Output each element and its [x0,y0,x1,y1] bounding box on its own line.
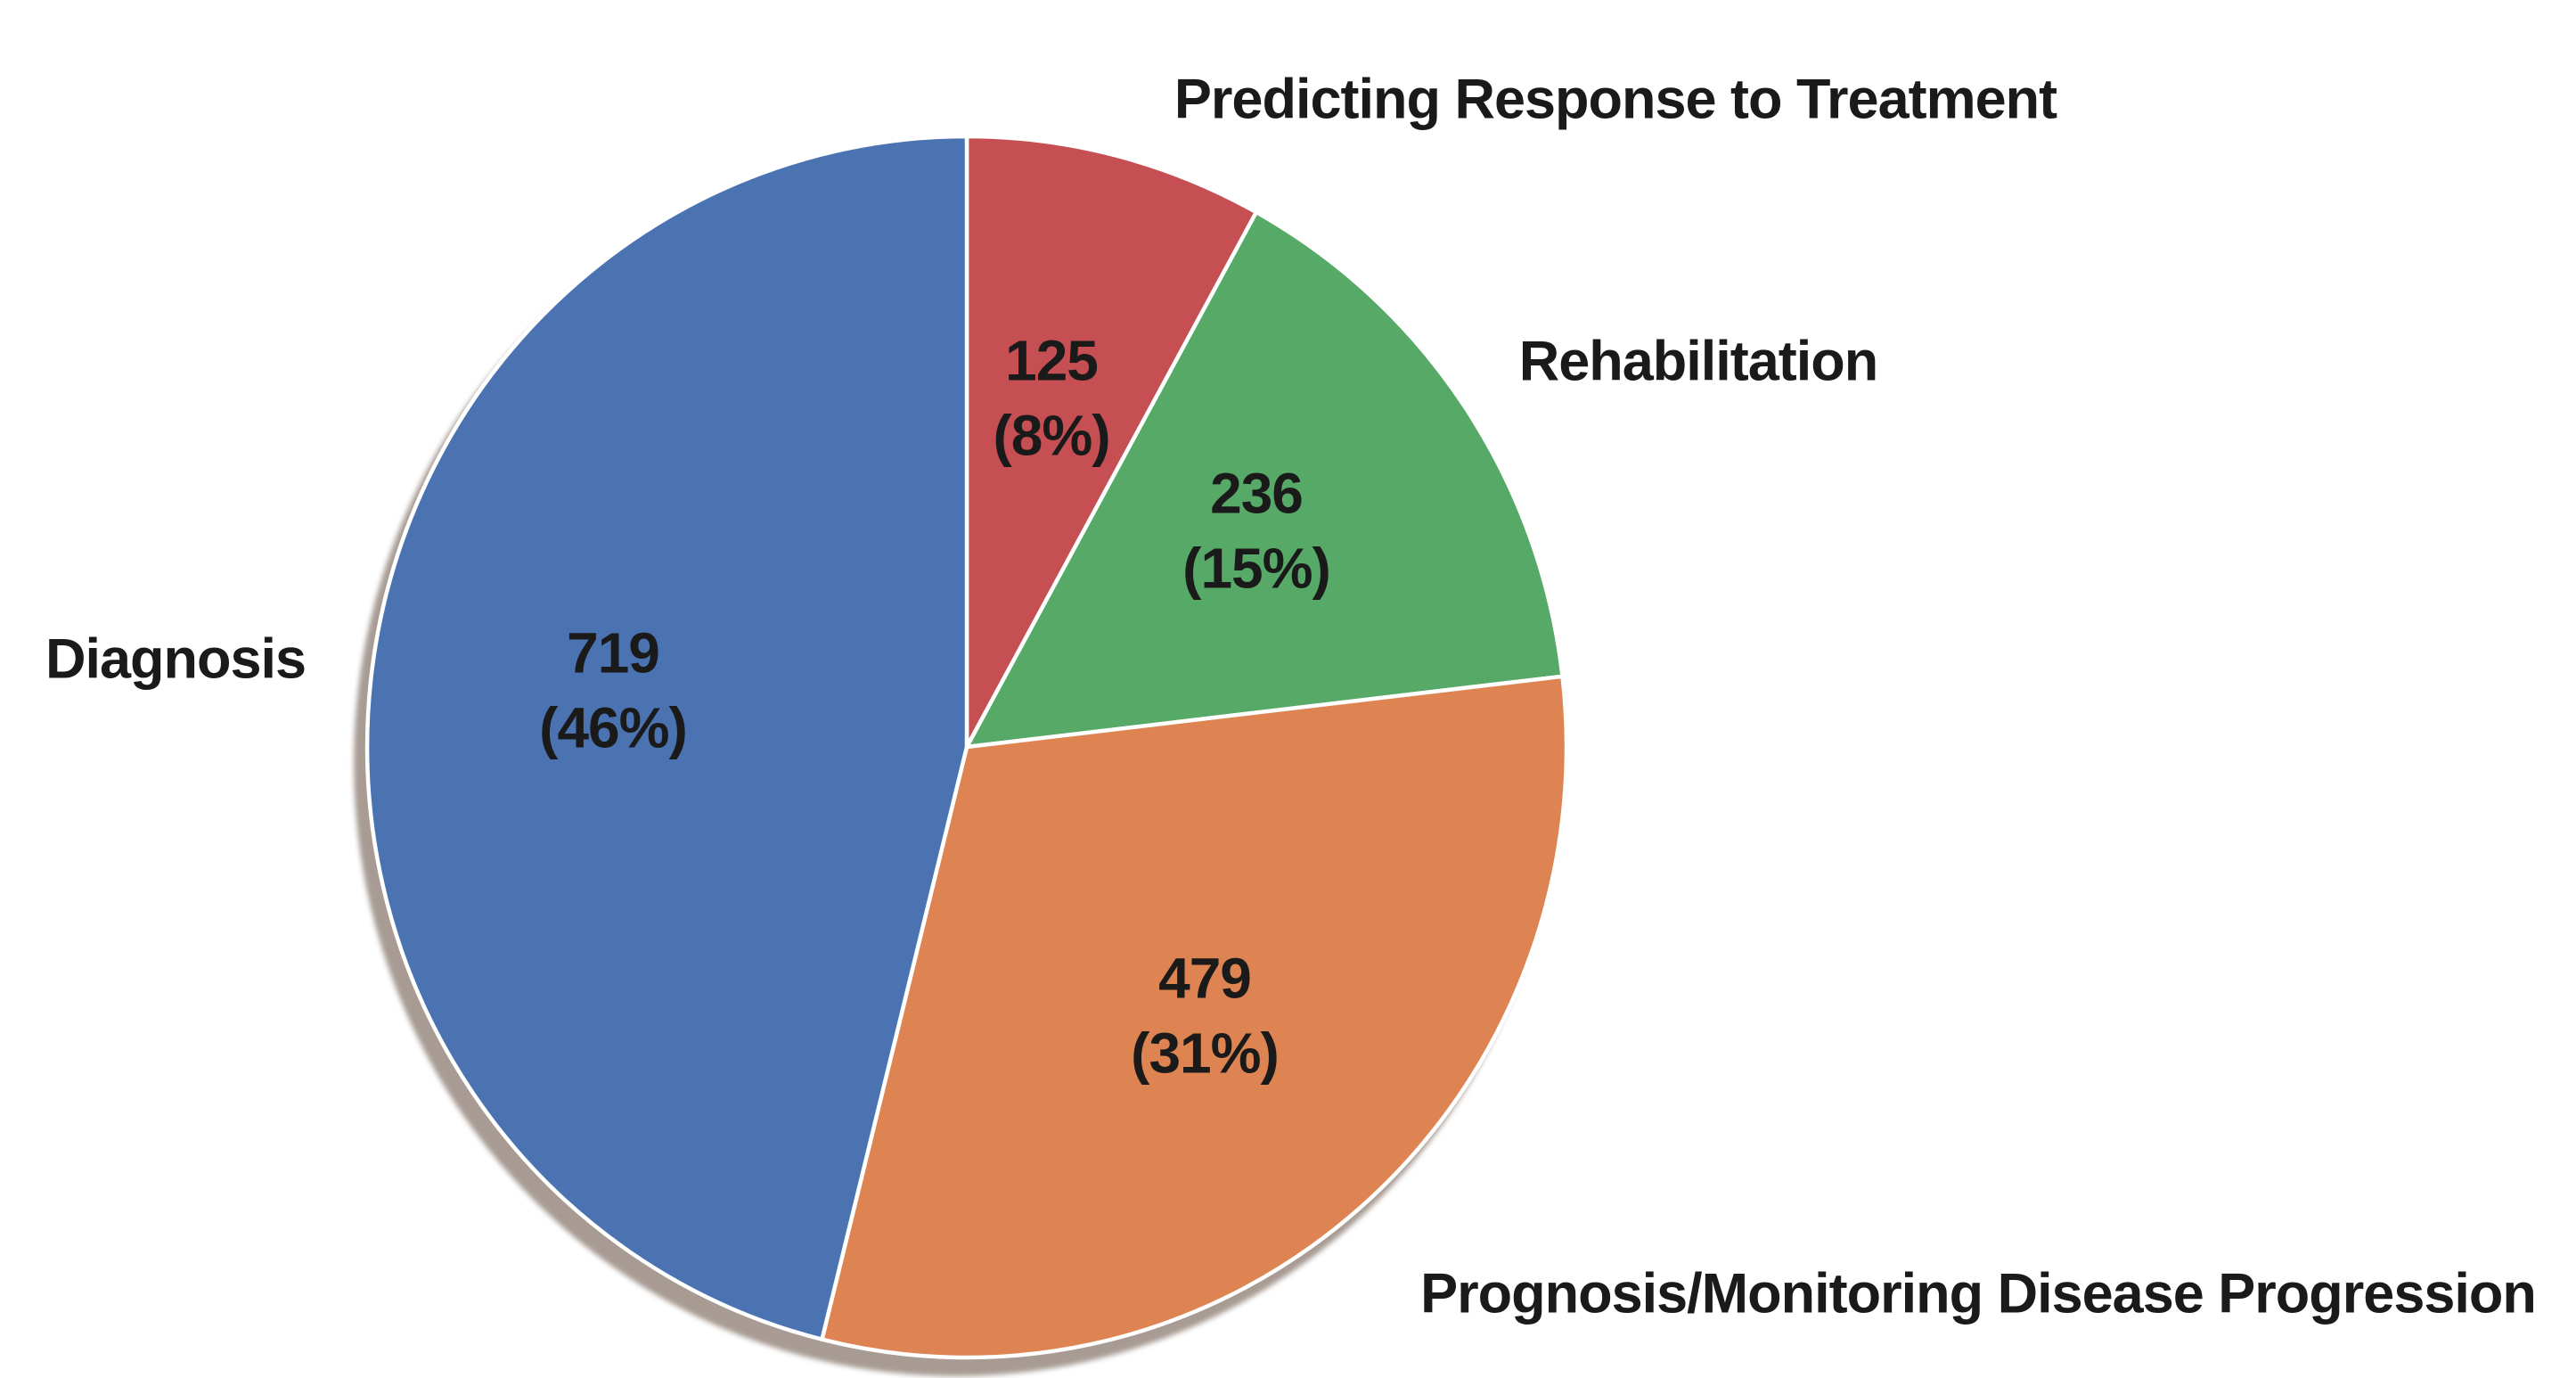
slice-percent: (46%) [539,696,688,760]
pie-slices [364,134,1569,1360]
pie-slice-rehabilitation [964,209,1565,750]
slice-label-rehabilitation: Rehabilitation [1518,330,1879,393]
slice-count: 236 [1210,461,1304,526]
pie-slice-predicting-response-to-treatment [964,134,1259,750]
slice-percent: (15%) [1182,537,1331,601]
slice-percent: (8%) [993,404,1110,468]
slice-value-predicting-response: 125 (8%) [993,324,1110,474]
pie-slice-prognosis-monitoring-disease-progression [820,674,1569,1360]
slice-count: 719 [567,620,660,685]
slice-label-prognosis-monitoring: Prognosis/Monitoring Disease Progression [1420,1262,2537,1325]
slice-value-diagnosis: 719 (46%) [539,616,688,767]
slice-percent: (31%) [1131,1021,1280,1086]
slice-count: 125 [1005,328,1099,393]
slice-value-rehabilitation: 236 (15%) [1182,456,1331,607]
slice-label-diagnosis: Diagnosis [45,627,307,691]
pie-slice-diagnosis [364,134,969,1341]
slice-label-predicting-response: Predicting Response to Treatment [1174,68,2057,131]
slice-count: 479 [1158,946,1252,1011]
slice-value-prognosis-monitoring: 479 (31%) [1131,941,1280,1092]
